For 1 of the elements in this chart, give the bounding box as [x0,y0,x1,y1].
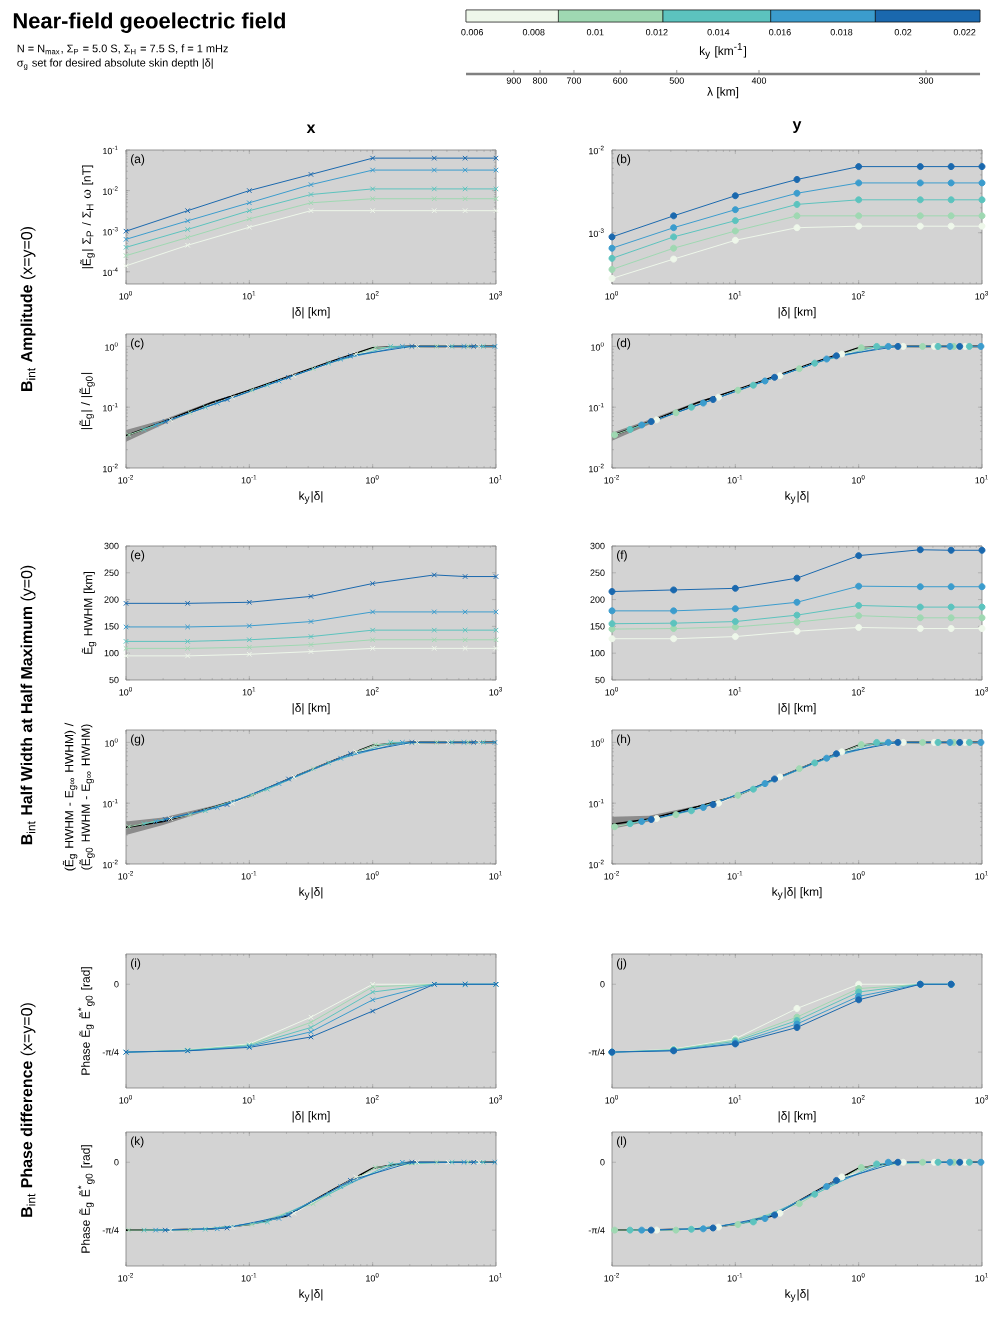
text: Near-field geoelectric field [13,12,285,33]
